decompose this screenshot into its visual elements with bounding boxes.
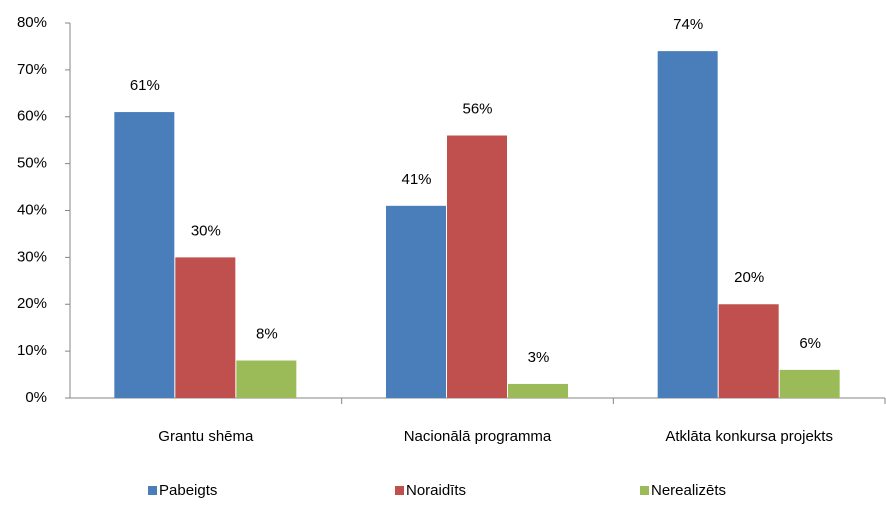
value-label: 6%: [799, 335, 821, 352]
x-tick-label: Nacionālā programma: [404, 428, 552, 445]
bar: [657, 51, 718, 398]
x-tick-label: Atklāta konkursa projekts: [665, 428, 833, 445]
y-tick-label: 40%: [17, 201, 47, 218]
value-label: 20%: [734, 269, 764, 286]
y-tick-label: 0%: [25, 389, 47, 406]
y-tick-label: 70%: [17, 61, 47, 78]
bar: [718, 304, 779, 398]
legend-swatch: [148, 486, 157, 495]
legend-swatch: [640, 486, 649, 495]
y-tick-label: 30%: [17, 248, 47, 265]
legend-label: Pabeigts: [159, 482, 217, 499]
y-tick-label: 50%: [17, 155, 47, 172]
bar: [779, 369, 840, 398]
value-label: 61%: [130, 77, 160, 94]
value-label: 56%: [462, 100, 492, 117]
bar: [386, 205, 446, 398]
value-label: 41%: [401, 171, 431, 188]
y-tick-label: 80%: [17, 14, 47, 31]
legend-label: Nerealizēts: [651, 482, 726, 499]
bar: [508, 383, 568, 398]
y-tick-label: 60%: [17, 108, 47, 125]
y-tick-label: 20%: [17, 295, 47, 312]
bar: [236, 360, 297, 398]
x-tick-label: Grantu shēma: [158, 428, 254, 445]
legend-label: Noraidīts: [406, 482, 466, 499]
value-label: 8%: [256, 325, 278, 342]
bar: [175, 257, 236, 398]
bar: [447, 135, 507, 398]
legend-swatch: [395, 486, 404, 495]
y-tick-label: 10%: [17, 342, 47, 359]
bar: [114, 112, 175, 398]
value-label: 74%: [673, 16, 703, 33]
value-label: 30%: [191, 222, 221, 239]
value-label: 3%: [528, 349, 550, 366]
